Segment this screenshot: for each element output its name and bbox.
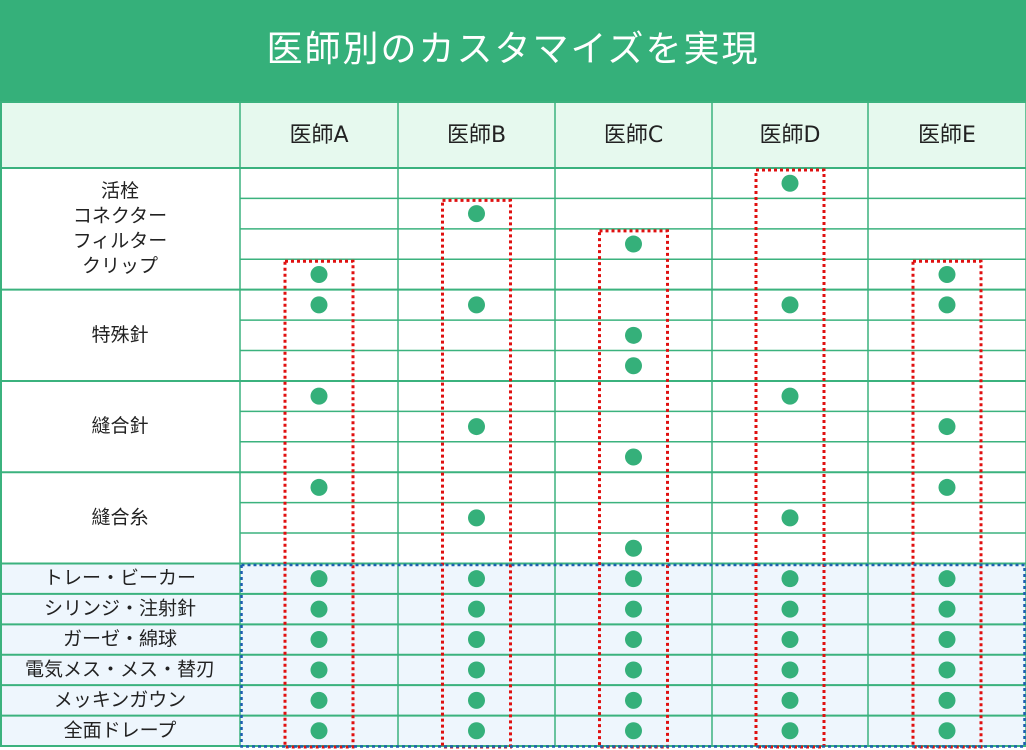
- title: 医師別のカスタマイズを実現: [267, 29, 760, 70]
- dot: [625, 631, 642, 649]
- dot: [468, 722, 485, 740]
- dot: [938, 296, 956, 314]
- column-highlight: [283, 259, 355, 749]
- dot: [310, 600, 328, 618]
- dot: [781, 722, 799, 740]
- header-row: [0, 102, 1026, 168]
- row-label: 活栓: [101, 180, 139, 202]
- dot: [468, 509, 485, 527]
- dot: [468, 691, 485, 709]
- dot: [781, 661, 799, 679]
- dot: [625, 539, 642, 557]
- column-header: 医師C: [604, 123, 663, 148]
- column-header: 医師E: [918, 123, 976, 148]
- dot: [310, 478, 328, 496]
- dot: [625, 448, 642, 466]
- dot: [938, 418, 956, 436]
- dot: [468, 205, 485, 223]
- dot: [938, 570, 956, 588]
- dot: [310, 296, 328, 314]
- column-header: 医師B: [447, 123, 506, 148]
- row-label: コネクター: [73, 205, 167, 227]
- dot: [625, 357, 642, 375]
- row-label: 縫合糸: [91, 506, 148, 528]
- row-label: シリンジ・注射針: [44, 598, 196, 620]
- column-highlight: [598, 229, 669, 749]
- dot: [781, 570, 799, 588]
- column-header: 医師D: [760, 123, 821, 148]
- dot: [938, 631, 956, 649]
- dot: [781, 174, 799, 192]
- column-header: 医師A: [289, 123, 348, 148]
- dot: [625, 570, 642, 588]
- common-section-outline: [240, 563, 1026, 748]
- dot: [938, 691, 956, 709]
- row-label: 特殊針: [91, 324, 148, 346]
- dot: [625, 326, 642, 344]
- column-highlight: [754, 168, 826, 749]
- dot: [625, 235, 642, 253]
- dot: [781, 509, 799, 527]
- row-label: 電気メス・メス・替刃: [25, 658, 215, 680]
- dot: [310, 265, 328, 283]
- dot: [468, 631, 485, 649]
- dot: [781, 387, 799, 405]
- dot: [938, 661, 956, 679]
- dot: [781, 600, 799, 618]
- dot: [468, 570, 485, 588]
- column-highlight: [911, 259, 983, 749]
- dot: [310, 387, 328, 405]
- row-label: クリップ: [82, 255, 158, 277]
- row-label: 縫合針: [91, 415, 148, 437]
- dot: [468, 600, 485, 618]
- dot: [310, 691, 328, 709]
- dot: [938, 265, 956, 283]
- title-band: [0, 0, 1026, 101]
- dot: [781, 691, 799, 709]
- dot: [468, 661, 485, 679]
- row-label: 全面ドレープ: [64, 719, 177, 741]
- dot: [938, 722, 956, 740]
- dot: [310, 722, 328, 740]
- dot: [310, 631, 328, 649]
- dot: [310, 570, 328, 588]
- dot: [625, 600, 642, 618]
- dot: [625, 661, 642, 679]
- row-label: フィルター: [73, 230, 168, 252]
- dot: [468, 418, 485, 436]
- dot: [938, 478, 956, 496]
- dot: [625, 722, 642, 740]
- dot: [781, 631, 799, 649]
- dot: [625, 691, 642, 709]
- dot: [310, 661, 328, 679]
- row-label: メッキンガウン: [54, 689, 186, 711]
- row-label: ガーゼ・綿球: [63, 628, 177, 650]
- dot: [938, 600, 956, 618]
- row-label: トレー・ビーカー: [44, 567, 196, 589]
- dot: [781, 296, 799, 314]
- dot: [468, 296, 485, 314]
